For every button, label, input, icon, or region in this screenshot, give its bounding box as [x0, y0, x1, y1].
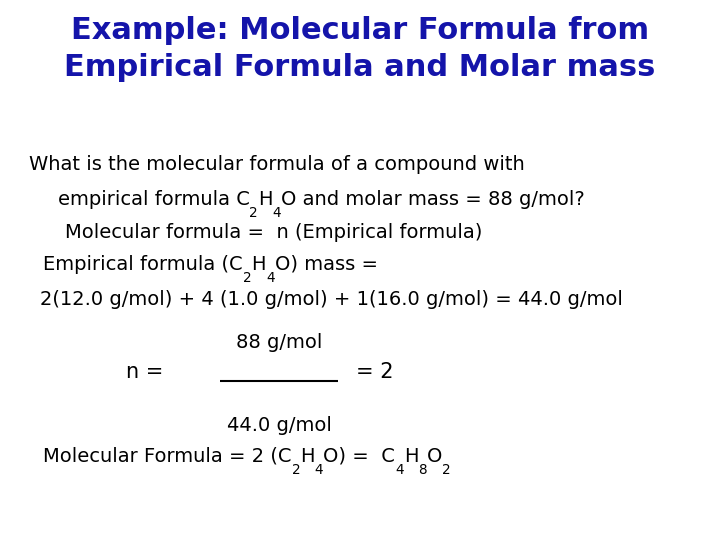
Text: Molecular Formula = 2 (C: Molecular Formula = 2 (C	[43, 447, 292, 465]
Text: 2: 2	[243, 271, 251, 285]
Text: What is the molecular formula of a compound with: What is the molecular formula of a compo…	[29, 155, 525, 174]
Text: 2(12.0 g/mol) + 4 (1.0 g/mol) + 1(16.0 g/mol) = 44.0 g/mol: 2(12.0 g/mol) + 4 (1.0 g/mol) + 1(16.0 g…	[40, 290, 623, 309]
Text: H: H	[300, 447, 315, 465]
Text: 4: 4	[395, 463, 404, 477]
Text: n =: n =	[126, 362, 170, 382]
Text: = 2: = 2	[356, 362, 394, 382]
Text: 2: 2	[292, 463, 300, 477]
Text: O: O	[427, 447, 443, 465]
Text: 2: 2	[249, 206, 258, 220]
Text: 88 g/mol: 88 g/mol	[236, 333, 322, 352]
Text: O) =  C: O) = C	[323, 447, 395, 465]
Text: empirical formula C: empirical formula C	[58, 190, 249, 209]
Text: 4: 4	[273, 206, 282, 220]
Text: 44.0 g/mol: 44.0 g/mol	[227, 416, 331, 435]
Text: O) mass =: O) mass =	[274, 255, 377, 274]
Text: Example: Molecular Formula from
Empirical Formula and Molar mass: Example: Molecular Formula from Empirica…	[64, 16, 656, 82]
Text: H: H	[258, 190, 273, 209]
Text: 8: 8	[418, 463, 427, 477]
Text: O and molar mass = 88 g/mol?: O and molar mass = 88 g/mol?	[282, 190, 585, 209]
Text: 2: 2	[443, 463, 451, 477]
Text: H: H	[251, 255, 266, 274]
Text: Molecular formula =  n (Empirical formula): Molecular formula = n (Empirical formula…	[65, 222, 482, 241]
Text: 4: 4	[315, 463, 323, 477]
Text: Empirical formula (C: Empirical formula (C	[43, 255, 243, 274]
Text: H: H	[404, 447, 418, 465]
Text: 4: 4	[266, 271, 274, 285]
